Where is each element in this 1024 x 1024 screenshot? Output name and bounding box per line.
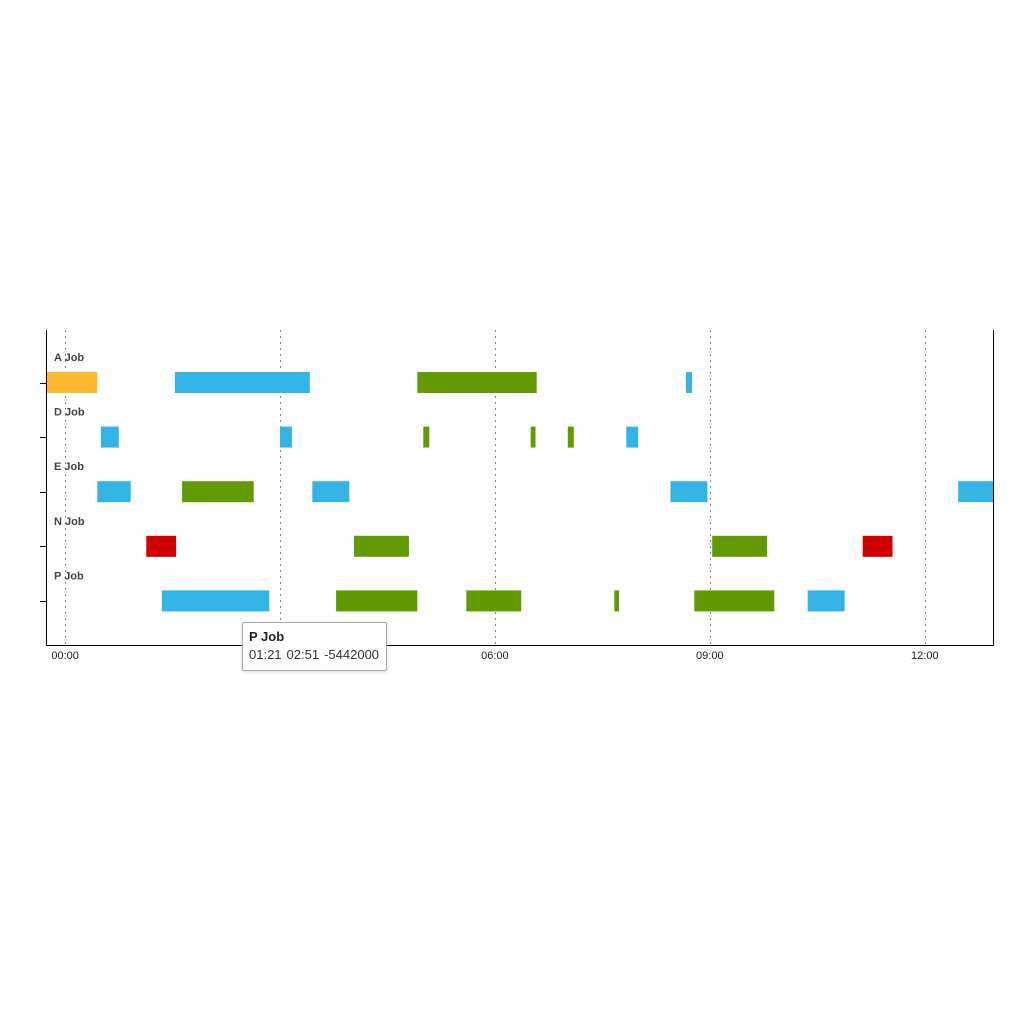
row-label-3: N Job — [54, 516, 85, 528]
bar-row4-0[interactable] — [161, 590, 270, 612]
bar-row4-4[interactable] — [694, 590, 775, 612]
tooltip-value: -5442000 — [324, 647, 380, 662]
bar-row1-2[interactable] — [423, 426, 430, 448]
bar-row4-3[interactable] — [614, 590, 620, 612]
bar-row4-1[interactable] — [336, 590, 418, 612]
x-tick-labels: 00:00 06:00 09:00 12:00 — [51, 650, 938, 662]
bar-row0-0[interactable] — [46, 372, 98, 393]
gridlines — [65, 330, 926, 645]
x-tick-label-1: 06:00 — [481, 650, 509, 662]
x-tick-label-2: 09:00 — [696, 650, 724, 662]
bar-row0-2[interactable] — [417, 372, 537, 393]
bar-row1-5[interactable] — [626, 426, 639, 448]
bar-row2-0[interactable] — [97, 481, 131, 503]
x-tick-label-3: 12:00 — [911, 650, 939, 662]
bar-row2-4[interactable] — [958, 481, 994, 503]
bar-row0-1[interactable] — [174, 372, 310, 393]
bar-row2-3[interactable] — [670, 481, 708, 503]
bar-row1-4[interactable] — [567, 426, 574, 448]
bars — [46, 372, 994, 612]
bar-row0-3[interactable] — [686, 372, 692, 393]
row-label-0: A Job — [54, 352, 84, 364]
tooltip-body: 01:21 02:51 -5442000 — [249, 645, 379, 664]
tooltip-title: P Job — [249, 629, 285, 644]
axes — [40, 330, 994, 646]
bar-row3-2[interactable] — [712, 535, 768, 557]
bar-row1-3[interactable] — [530, 426, 536, 448]
row-labels: A Job D Job E Job N Job P Job — [54, 352, 85, 582]
bar-row3-3[interactable] — [862, 535, 893, 557]
bar-row4-5[interactable] — [807, 590, 845, 612]
tooltip: P Job 01:21 02:51 -5442000 — [242, 622, 388, 671]
bar-row3-0[interactable] — [146, 535, 177, 557]
bar-row2-1[interactable] — [182, 481, 254, 503]
tooltip-start: 01:21 — [249, 647, 282, 662]
tooltip-end: 02:51 — [286, 647, 320, 662]
bar-row1-1[interactable] — [280, 426, 292, 448]
row-label-2: E Job — [54, 461, 84, 473]
bar-row2-2[interactable] — [312, 481, 350, 503]
row-label-1: D Job — [54, 407, 85, 419]
bar-row4-2[interactable] — [466, 590, 522, 612]
bar-row3-1[interactable] — [354, 535, 409, 557]
bar-row1-0[interactable] — [100, 426, 119, 448]
row-label-4: P Job — [54, 570, 84, 582]
x-tick-label-0: 00:00 — [51, 650, 79, 662]
